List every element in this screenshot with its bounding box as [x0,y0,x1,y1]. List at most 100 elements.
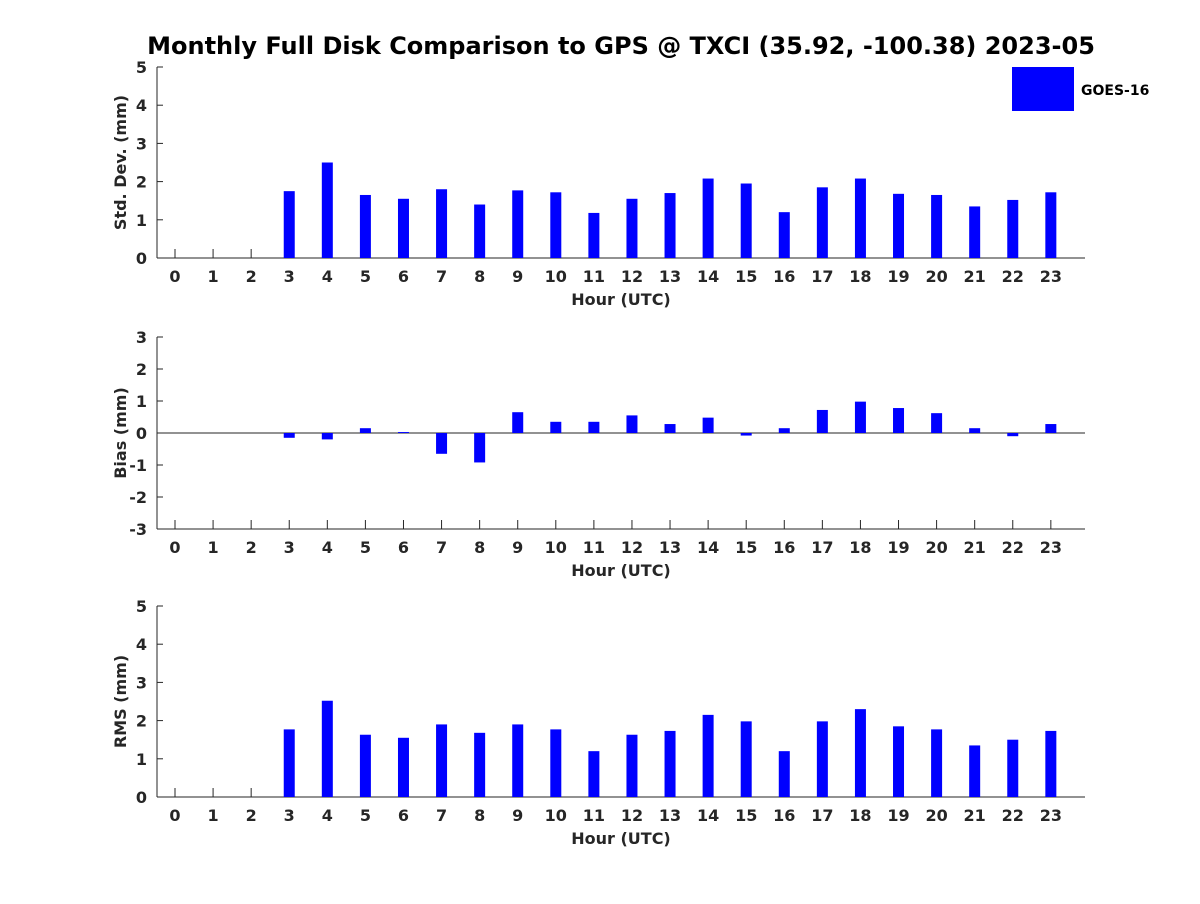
bar-hour-9 [512,190,524,258]
bar-hour-23 [1045,730,1057,797]
x-tick-label: 23 [1040,538,1062,557]
y-tick-label: 3 [136,328,147,347]
x-tick-label: 3 [284,538,295,557]
bar-hour-6 [397,737,409,797]
bar-hour-21 [969,745,981,797]
chart-title: Monthly Full Disk Comparison to GPS @ TX… [147,32,1095,60]
bar-hour-15 [740,183,752,258]
bar-hour-5 [359,194,371,258]
bar-hour-18 [854,709,866,797]
x-tick-label: 18 [849,806,871,825]
bar-hour-9 [512,412,524,433]
y-axis-label: Bias (mm) [111,387,130,479]
bar-hour-13 [664,424,676,433]
bar-hour-21 [969,206,981,258]
x-tick-label: 15 [735,267,757,286]
bar-hour-17 [816,187,828,258]
bar-hour-3 [283,729,295,797]
x-tick-label: 15 [735,806,757,825]
x-tick-label: 20 [925,267,947,286]
bar-hour-17 [816,721,828,797]
bar-hour-6 [397,432,409,433]
y-tick-label: 2 [136,173,147,192]
x-tick-label: 19 [887,267,909,286]
y-tick-label: 4 [136,96,147,115]
x-tick-label: 8 [474,267,485,286]
x-tick-label: 18 [849,538,871,557]
bar-hour-18 [854,401,866,433]
x-tick-label: 10 [545,806,567,825]
x-tick-label: 1 [208,267,219,286]
x-axis-label: Hour (UTC) [571,829,671,848]
bar-hour-23 [1045,192,1057,258]
bar-hour-22 [1007,433,1019,437]
y-tick-label: 5 [136,58,147,77]
bar-hour-7 [436,189,448,258]
bar-hour-13 [664,730,676,797]
x-tick-label: 0 [169,267,180,286]
bar-hour-11 [588,751,600,797]
bar-hour-11 [588,421,600,433]
bar-hour-20 [931,413,943,433]
x-tick-label: 9 [512,806,523,825]
bar-hour-4 [321,700,333,797]
x-tick-label: 12 [621,267,643,286]
bar-hour-17 [816,409,828,433]
x-tick-label: 13 [659,267,681,286]
x-tick-label: 15 [735,538,757,557]
x-tick-label: 4 [322,806,333,825]
x-tick-label: 22 [1002,806,1024,825]
y-tick-label: 0 [136,424,147,443]
x-tick-label: 18 [849,267,871,286]
bar-hour-16 [778,751,790,797]
x-tick-label: 11 [583,267,605,286]
y-axis-label: RMS (mm) [111,655,130,748]
x-tick-label: 7 [436,806,447,825]
bar-hour-5 [359,734,371,797]
x-tick-label: 4 [322,538,333,557]
bar-hour-12 [626,734,638,797]
x-tick-label: 10 [545,267,567,286]
x-tick-label: 17 [811,267,833,286]
x-tick-label: 1 [208,538,219,557]
y-axis-label: Std. Dev. (mm) [111,95,130,230]
x-tick-label: 3 [284,806,295,825]
x-tick-label: 16 [773,806,795,825]
x-axis-label: Hour (UTC) [571,290,671,309]
y-tick-label: 0 [136,788,147,807]
x-tick-label: 5 [360,806,371,825]
bar-hour-10 [550,421,562,433]
x-tick-label: 5 [360,267,371,286]
bar-hour-4 [321,433,333,440]
y-tick-label: 3 [136,673,147,692]
legend: GOES-16 [1012,67,1149,111]
x-tick-label: 12 [621,538,643,557]
x-tick-label: 22 [1002,538,1024,557]
x-tick-label: 3 [284,267,295,286]
bar-hour-20 [931,194,943,258]
bar-hour-7 [436,724,448,797]
x-tick-label: 19 [887,806,909,825]
bar-hour-11 [588,212,600,258]
x-tick-label: 8 [474,538,485,557]
x-tick-label: 23 [1040,806,1062,825]
bar-hour-19 [893,193,905,258]
bar-hour-7 [436,433,448,454]
x-tick-label: 21 [964,538,986,557]
x-tick-label: 16 [773,538,795,557]
x-tick-label: 19 [887,538,909,557]
bar-hour-12 [626,415,638,433]
bar-hour-15 [740,433,752,436]
x-tick-label: 6 [398,538,409,557]
y-tick-label: 0 [136,249,147,268]
bar-hour-10 [550,729,562,797]
x-tick-label: 9 [512,538,523,557]
bar-hour-16 [778,428,790,433]
x-tick-label: 11 [583,806,605,825]
x-tick-label: 8 [474,806,485,825]
y-tick-label: 2 [136,712,147,731]
bar-hour-21 [969,428,981,433]
